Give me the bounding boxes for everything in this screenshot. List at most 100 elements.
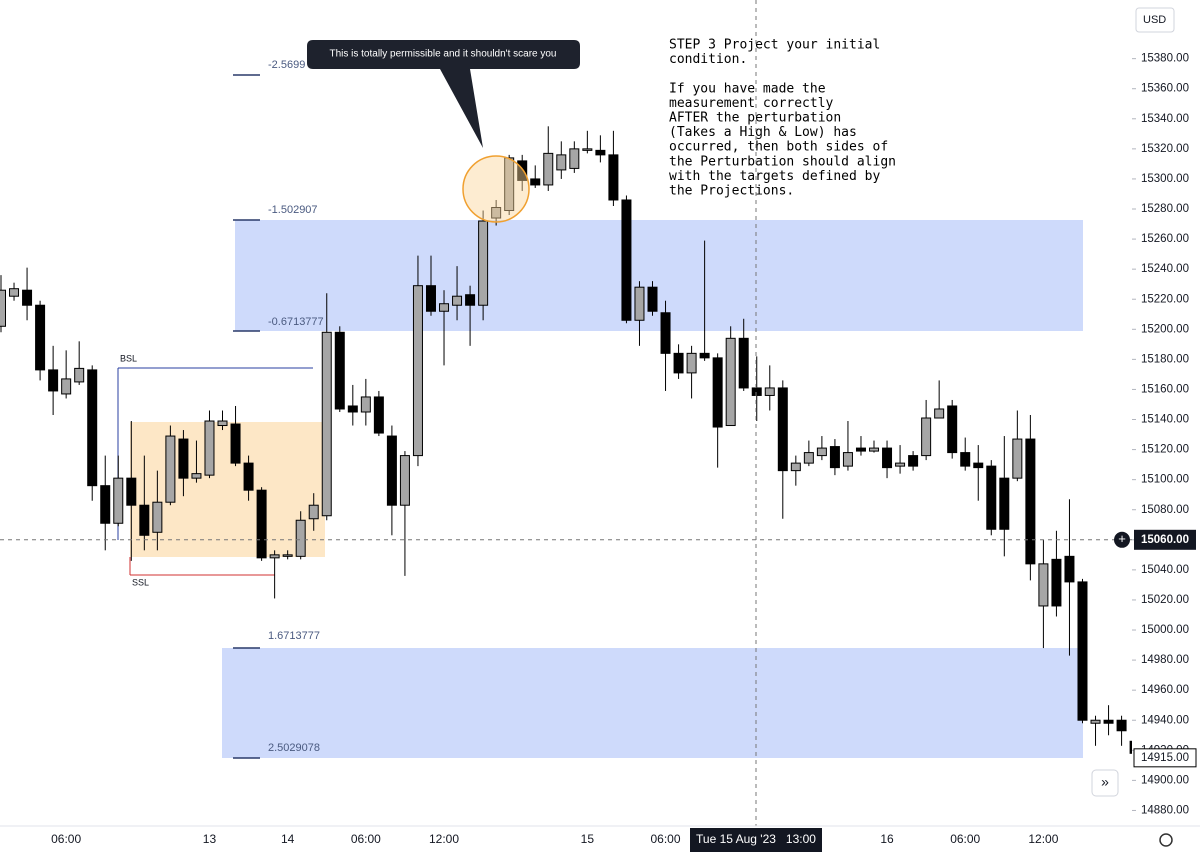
- callout: [307, 40, 580, 148]
- candle-body: [9, 288, 20, 297]
- candle-body: [973, 462, 984, 469]
- candle-body: [87, 369, 98, 487]
- candle-body: [243, 462, 254, 491]
- candle-body: [1051, 558, 1062, 607]
- candle-body: [269, 554, 280, 559]
- fib-label: -0.6713777: [268, 316, 324, 328]
- candle-body: [908, 455, 919, 467]
- y-tick-label: 15340.00: [1141, 113, 1189, 125]
- y-tick-label: 15120.00: [1141, 444, 1189, 456]
- y-tick-label: 15080.00: [1141, 504, 1189, 516]
- candle-body: [321, 331, 332, 517]
- note-line: the Projections.: [669, 184, 794, 199]
- candle-body: [1025, 438, 1036, 565]
- x-tick-label: 13: [203, 832, 217, 846]
- fib-ticks: [233, 74, 260, 759]
- candle-body: [1064, 555, 1075, 583]
- y-tick-label: 15200.00: [1141, 323, 1189, 335]
- candle-body: [139, 504, 150, 536]
- candle-body: [412, 285, 423, 457]
- y-tick-label: 15360.00: [1141, 83, 1189, 95]
- candle-body: [895, 462, 906, 467]
- candle-body: [113, 477, 124, 524]
- candle-body: [100, 485, 111, 524]
- y-tick-label: 15380.00: [1141, 53, 1189, 65]
- y-tick-label: 15280.00: [1141, 203, 1189, 215]
- last-price-box: [1133, 748, 1197, 768]
- candle-body: [74, 367, 85, 383]
- fib-label: -1.502907: [268, 204, 318, 216]
- candle-body: [960, 452, 971, 467]
- perturbation-box: [130, 422, 325, 557]
- candle-body: [634, 286, 645, 321]
- candle-body: [882, 447, 893, 469]
- y-tick-label: 14960.00: [1141, 684, 1189, 696]
- fib-label: 2.5029078: [268, 742, 320, 754]
- candle-body: [673, 352, 684, 374]
- candle-body: [217, 420, 228, 427]
- y-tick-label: 15260.00: [1141, 233, 1189, 245]
- scroll-icon[interactable]: »: [1101, 774, 1109, 790]
- candle-body: [373, 396, 384, 434]
- candle-body: [452, 295, 463, 306]
- note-line: AFTER the perturbation: [669, 111, 841, 126]
- candle-body: [1077, 581, 1088, 721]
- candle-body: [295, 519, 306, 557]
- settings-icon[interactable]: [1159, 833, 1173, 847]
- candle-body: [517, 160, 528, 181]
- crosshair-plus-icon: +: [1118, 531, 1126, 546]
- candle-body: [35, 304, 46, 371]
- candle-body: [764, 387, 775, 396]
- y-tick-label: 15220.00: [1141, 293, 1189, 305]
- crosshair-x-box: [690, 828, 822, 852]
- candle-body: [738, 337, 749, 389]
- candle-body: [660, 312, 671, 354]
- x-tick-label: 14: [281, 832, 295, 846]
- note-line: (Takes a High & Low) has: [669, 125, 857, 140]
- candle-body: [816, 447, 827, 457]
- scroll-button[interactable]: [1091, 769, 1119, 797]
- candle-body: [1116, 719, 1127, 732]
- highlight-circle: [462, 155, 530, 223]
- candle-body: [360, 396, 371, 413]
- crosshair-price-label: 15060.00: [1141, 534, 1189, 546]
- currency[interactable]: USD: [1143, 14, 1166, 26]
- candle-body: [126, 477, 137, 506]
- note-line: measurement correctly: [669, 96, 834, 111]
- candle-body: [0, 289, 6, 327]
- candle-body: [842, 452, 853, 467]
- candle-body: [504, 157, 515, 212]
- candle-body: [399, 455, 410, 506]
- candle-body: [204, 420, 215, 476]
- candle-body: [1038, 563, 1049, 607]
- candle-body: [152, 501, 163, 533]
- candle-body: [947, 405, 958, 454]
- candle-body: [478, 220, 489, 306]
- candle-body: [1012, 438, 1023, 479]
- note-line: occurred, then both sides of: [669, 140, 888, 155]
- candle-body: [178, 438, 189, 479]
- crosshair-price-box: [1134, 529, 1196, 550]
- x-tick-label: 06:00: [651, 832, 681, 846]
- candle-body: [256, 489, 267, 559]
- candle-body: [491, 207, 502, 219]
- y-tick-label: 15040.00: [1141, 564, 1189, 576]
- candle-body: [751, 387, 762, 396]
- note-line: with the targets defined by: [669, 169, 880, 184]
- y-tick-label: 15020.00: [1141, 594, 1189, 606]
- x-tick-label: 06:00: [950, 832, 980, 846]
- candle-body: [282, 554, 293, 557]
- x-tick-label: 15: [581, 832, 595, 846]
- y-tick-label: 15100.00: [1141, 474, 1189, 486]
- currency-button[interactable]: [1135, 7, 1175, 33]
- y-tick-label: 14940.00: [1141, 714, 1189, 726]
- candle-body: [308, 504, 319, 520]
- candle-body: [803, 452, 814, 464]
- candle-body: [543, 152, 554, 186]
- candle-body: [1090, 719, 1101, 724]
- candle-body: [647, 286, 658, 312]
- y-tick-label: 15160.00: [1141, 383, 1189, 395]
- candle-body: [439, 303, 450, 312]
